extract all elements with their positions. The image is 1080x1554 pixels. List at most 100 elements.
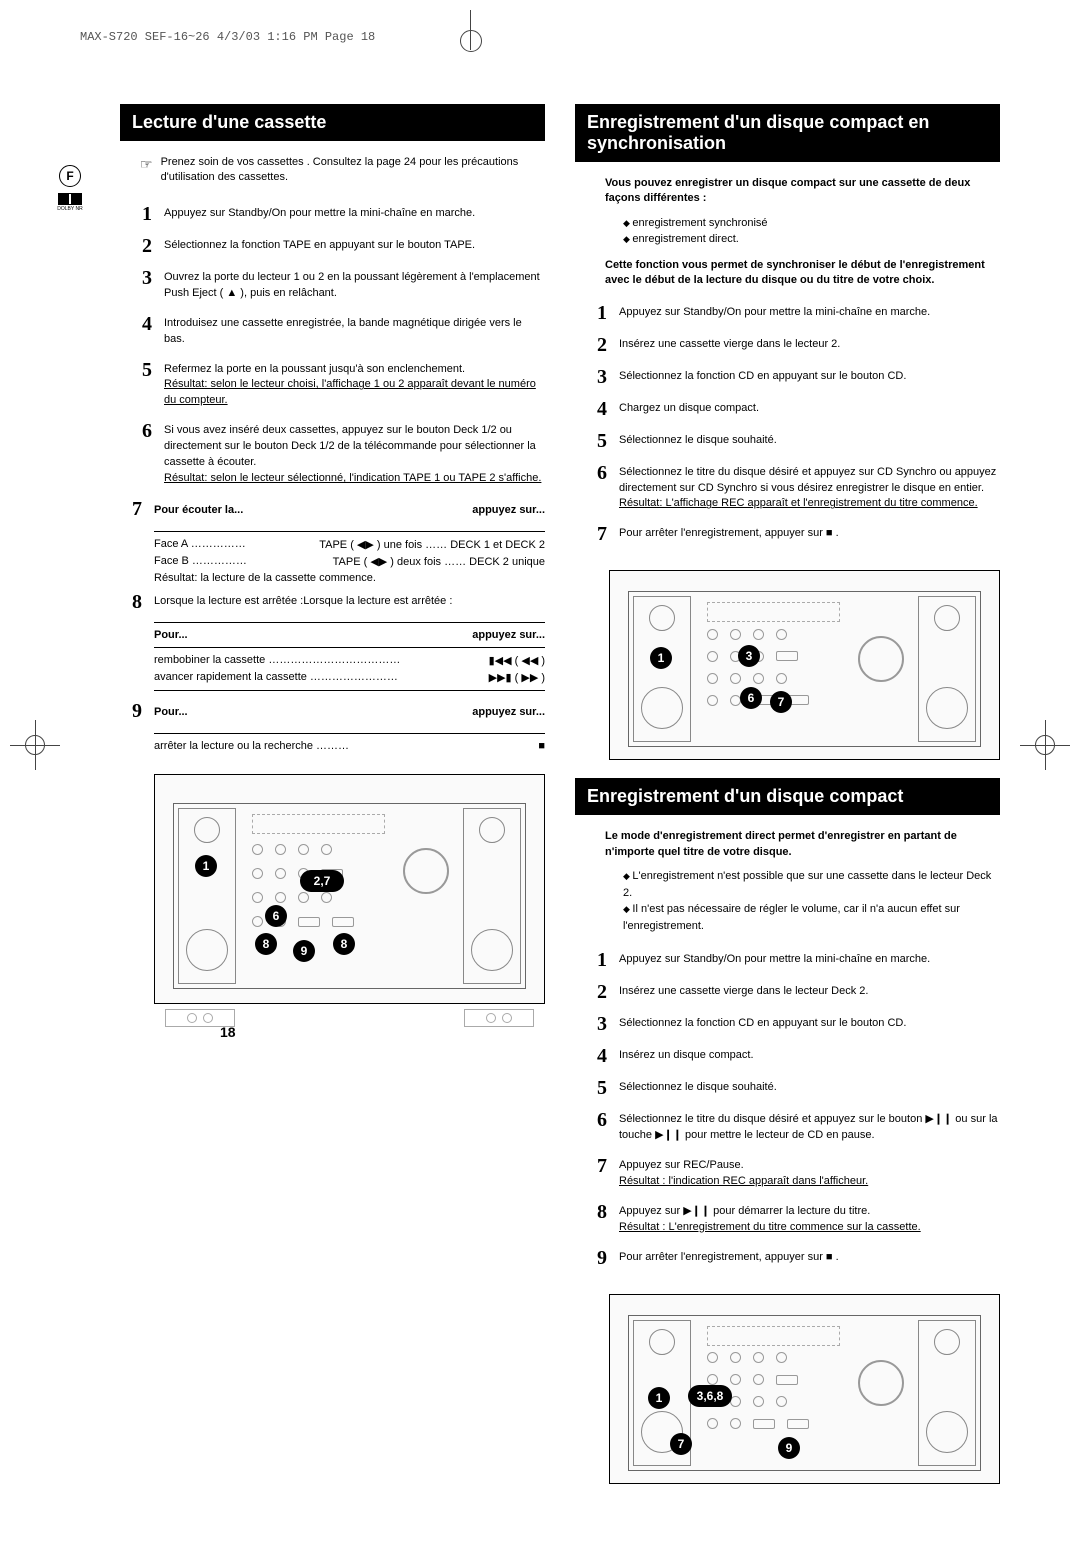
step-number: 2	[585, 335, 607, 355]
step: 1Appuyez sur Standby/On pour mettre la m…	[130, 198, 545, 230]
step-number: 7	[585, 1156, 607, 1190]
col-header: Pour...	[154, 705, 472, 721]
section-title-cassette: Lecture d'une cassette	[120, 104, 545, 141]
step: 4Introduisez une cassette enregistrée, l…	[130, 308, 545, 354]
callout-badge: 6	[265, 905, 287, 927]
step-text: Appuyez sur REC/Pause.Résultat : l'indic…	[619, 1156, 1000, 1190]
section-title-cd-sync: Enregistrement d'un disque compact en sy…	[575, 104, 1000, 162]
step: 7 Appuyez sur REC/Pause.Résultat : l'indi…	[585, 1150, 1000, 1196]
result-text: Résultat: L'affichage REC apparaît et l'…	[619, 496, 1000, 512]
result-text: Résultat: selon le lecteur sélectionné, …	[164, 471, 545, 487]
result-text: Résultat: selon le lecteur choisi, l'aff…	[164, 377, 545, 409]
step-text: Insérez une cassette vierge dans le lect…	[619, 335, 1000, 355]
step: 2Sélectionnez la fonction TAPE en appuya…	[130, 230, 545, 262]
step: 4 Chargez un disque compact.	[585, 393, 1000, 425]
step-number: 1	[585, 303, 607, 323]
dolby-label: DOLBY NR	[55, 207, 85, 212]
step-number: 9	[120, 701, 142, 723]
step-text: Chargez un disque compact.	[619, 399, 1000, 419]
step: 2 Insérez une cassette vierge dans le lec…	[585, 329, 1000, 361]
left-column: Lecture d'une cassette ☞ Prenez soin de …	[120, 104, 545, 1494]
intro-bold: Le mode d'enregistrement direct permet d…	[575, 829, 1000, 868]
bullet-item: enregistrement synchronisé	[623, 215, 1000, 232]
step-number: 8	[585, 1202, 607, 1236]
step-number: 6	[130, 421, 152, 487]
crop-mark-icon	[440, 20, 500, 60]
step-number: 2	[130, 236, 152, 256]
step-number: 9	[585, 1248, 607, 1268]
callout-badge: 1	[648, 1387, 670, 1409]
device-diagram: 1 2,7 6 898	[154, 774, 545, 1004]
step-text: Sélectionnez la fonction CD en appuyant …	[619, 367, 1000, 387]
step-text: Sélectionnez le disque souhaité.	[619, 431, 1000, 451]
step-text: Sélectionnez la fonction CD en appuyant …	[619, 1014, 1000, 1034]
step: 2 Insérez une cassette vierge dans le lec…	[585, 976, 1000, 1008]
step: 8 Appuyez sur ▶❙❙ pour démarrer la lectur…	[585, 1196, 1000, 1242]
steps-list: 1Appuyez sur Standby/On pour mettre la m…	[120, 198, 545, 493]
step: 7 Pour arrêter l'enregistrement, appuyer …	[585, 518, 1000, 550]
crop-mark-icon	[1020, 720, 1070, 770]
callout-badge: 9	[293, 940, 315, 962]
section-title-cd: Enregistrement d'un disque compact	[575, 778, 1000, 815]
step-text: Insérez un disque compact.	[619, 1046, 1000, 1066]
intro-note: ☞ Prenez soin de vos cassettes . Consult…	[120, 155, 545, 198]
step-text: Sélectionnez le titre du disque désiré e…	[619, 1110, 1000, 1144]
step-number: 3	[585, 1014, 607, 1034]
step-number: 4	[585, 399, 607, 419]
callout-badge: 3,6,8	[688, 1385, 732, 1407]
intro-bold: Vous pouvez enregistrer un disque compac…	[575, 176, 1000, 215]
manual-page: MAX-S720 SEF-16~26 4/3/03 1:16 PM Page 1…	[0, 0, 1080, 1554]
pointer-icon: ☞	[140, 155, 153, 186]
table-row: Face B ……………TAPE ( ◀▶ ) deux fois …… DEC…	[120, 553, 545, 570]
crop-mark-icon	[10, 720, 60, 770]
step-text: Appuyez sur Standby/On pour mettre la mi…	[164, 204, 545, 224]
step-number: 5	[585, 431, 607, 451]
step: 5Refermez la porte en la poussant jusqu'…	[130, 354, 545, 416]
step-text: Si vous avez inséré deux cassettes, appu…	[164, 421, 545, 487]
step: 3Sélectionnez la fonction CD en appuyant…	[585, 361, 1000, 393]
step: 5Sélectionnez le disque souhaité.	[585, 1072, 1000, 1104]
step: 4 Insérez un disque compact.	[585, 1040, 1000, 1072]
intro-text: Prenez soin de vos cassettes . Consultez…	[161, 155, 535, 186]
step-number: 4	[130, 314, 152, 348]
step-number: 2	[585, 982, 607, 1002]
step-8: 8 Lorsque la lecture est arrêtée :Lorsqu…	[120, 586, 545, 618]
callout-badge: 8	[333, 933, 355, 955]
callout-badge: 8	[255, 933, 277, 955]
step-text: Pour arrêter l'enregistrement, appuyer s…	[619, 1248, 1000, 1268]
callout-badge: 1	[195, 855, 217, 877]
step-number: 5	[585, 1078, 607, 1098]
step-number: 4	[585, 1046, 607, 1066]
step: 9 Pour arrêter l'enregistrement, appuyer …	[585, 1242, 1000, 1274]
language-badge: F DOLBY NR	[55, 165, 85, 212]
dolby-icon	[58, 193, 82, 205]
step-number: 6	[585, 463, 607, 513]
table-row: avancer rapidement la cassette ……………………▶…	[120, 669, 545, 686]
step-number: 3	[130, 268, 152, 302]
step-text: Pour arrêter l'enregistrement, appuyer s…	[619, 524, 1000, 544]
result-text: Résultat : l'indication REC apparaît dan…	[619, 1174, 1000, 1190]
step-9: 9 Pour... appuyez sur...	[120, 695, 545, 729]
col-header: appuyez sur...	[472, 705, 545, 721]
col-header: appuyez sur...	[472, 503, 545, 519]
step-number: 5	[130, 360, 152, 410]
step: 1Appuyez sur Standby/On pour mettre la m…	[585, 944, 1000, 976]
step-number: 7	[585, 524, 607, 544]
step-text: Sélectionnez le titre du disque désiré e…	[619, 463, 1000, 513]
step-text: Appuyez sur Standby/On pour mettre la mi…	[619, 950, 1000, 970]
step-text: Refermez la porte en la poussant jusqu'à…	[164, 360, 545, 410]
step-number: 7	[120, 499, 142, 521]
step: 3 Sélectionnez la fonction CD en appuyant…	[585, 1008, 1000, 1040]
callout-badge: 2,7	[300, 870, 344, 892]
bullet-item: L'enregistrement n'est possible que sur …	[623, 868, 1000, 901]
step-text: Appuyez sur ▶❙❙ pour démarrer la lecture…	[619, 1202, 1000, 1236]
step: 1Appuyez sur Standby/On pour mettre la m…	[585, 297, 1000, 329]
device-diagram: 13,6,879	[609, 1294, 1000, 1484]
step-number: 6	[585, 1110, 607, 1144]
step-text: Insérez une cassette vierge dans le lect…	[619, 982, 1000, 1002]
result-text: Résultat: la lecture de la cassette comm…	[154, 572, 545, 584]
step: 3Ouvrez la porte du lecteur 1 ou 2 en la…	[130, 262, 545, 308]
step-7: 7 Pour écouter la... appuyez sur...	[120, 493, 545, 527]
table-row: Face A ……………TAPE ( ◀▶ ) une fois …… DECK…	[120, 536, 545, 553]
col-header: Pour écouter la...	[154, 503, 472, 519]
